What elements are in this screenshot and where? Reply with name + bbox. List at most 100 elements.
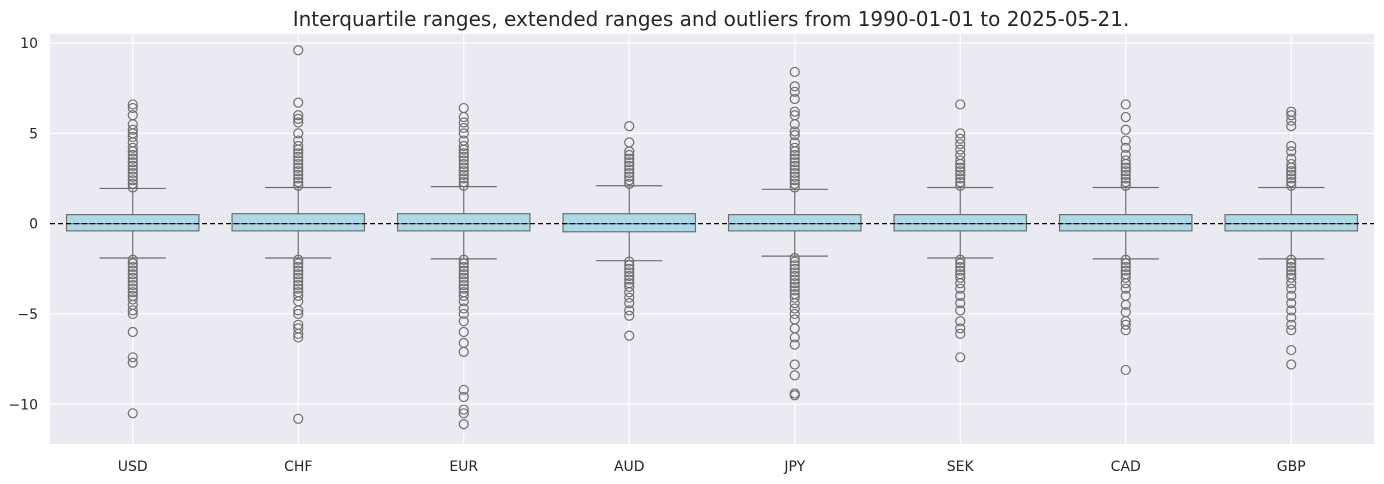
outlier-point — [458, 166, 469, 177]
outlier-point — [458, 391, 469, 403]
outlier-point — [789, 153, 800, 164]
box-group-jpy — [727, 66, 862, 401]
outlier-point — [789, 260, 800, 271]
outlier-point — [127, 352, 138, 363]
outlier-point — [789, 298, 800, 309]
outlier-point — [1286, 106, 1297, 117]
iqr-box — [727, 214, 862, 232]
outlier-point — [458, 308, 469, 320]
outlier-point — [624, 137, 635, 148]
outlier-point — [1286, 278, 1297, 289]
outlier-point — [1120, 265, 1131, 276]
outlier-point — [789, 182, 800, 193]
box-group-cad — [1058, 99, 1193, 376]
outlier-point — [1120, 142, 1131, 153]
outlier-point — [955, 149, 966, 161]
outlier-point — [1120, 111, 1131, 123]
outlier-point — [458, 158, 469, 170]
x-tick-label: EUR — [449, 459, 478, 475]
outlier-point — [127, 171, 138, 182]
outlier-point — [624, 305, 635, 316]
outlier-point — [458, 404, 469, 415]
outlier-point — [127, 175, 138, 186]
outlier-point — [1120, 149, 1131, 161]
outlier-point — [458, 279, 469, 291]
outlier-point — [293, 254, 304, 265]
outlier-point — [458, 135, 469, 146]
iqr-box — [231, 213, 366, 232]
outlier-point — [127, 178, 138, 190]
outlier-point — [789, 267, 800, 278]
outlier-point — [293, 45, 304, 56]
x-tick-label: JPY — [783, 459, 805, 475]
outlier-point — [127, 110, 138, 121]
outlier-point — [624, 171, 635, 182]
outlier-point — [127, 167, 138, 179]
outlier-point — [955, 169, 966, 180]
outlier-point — [1286, 153, 1297, 164]
outlier-point — [789, 270, 800, 282]
outlier-point — [789, 308, 800, 320]
outlier-point — [127, 254, 138, 265]
outlier-point — [127, 142, 138, 153]
outlier-point — [458, 272, 469, 283]
iqr-box — [1058, 214, 1193, 232]
outlier-point — [789, 339, 800, 350]
outlier-point — [789, 167, 800, 179]
outlier-point — [458, 151, 469, 162]
y-tick-label: −10 — [8, 397, 38, 413]
iqr-box — [893, 214, 1028, 232]
outlier-point — [293, 148, 304, 159]
outlier-point — [955, 258, 966, 269]
outlier-point — [1286, 146, 1297, 157]
outlier-point — [789, 256, 800, 267]
outlier-point — [293, 166, 304, 177]
outlier-point — [458, 384, 469, 395]
outlier-point — [955, 278, 966, 289]
y-tick-label: −5 — [17, 307, 38, 323]
outlier-point — [789, 390, 800, 401]
outlier-point — [458, 261, 469, 273]
outlier-point — [458, 254, 469, 265]
outlier-point — [955, 352, 966, 363]
outlier-point — [1120, 272, 1131, 283]
outlier-point — [127, 160, 138, 171]
outlier-point — [458, 173, 469, 184]
outlier-point — [1286, 258, 1297, 269]
outlier-point — [1120, 325, 1131, 336]
outlier-point — [293, 413, 304, 424]
outlier-point — [127, 261, 138, 273]
outlier-point — [955, 128, 966, 139]
outlier-point — [127, 124, 138, 135]
outlier-point — [1286, 359, 1297, 370]
outlier-point — [127, 99, 138, 110]
outlier-point — [293, 128, 304, 139]
outlier-point — [293, 169, 304, 180]
outlier-point — [624, 178, 635, 190]
outlier-point — [1286, 121, 1297, 132]
outlier-point — [1286, 344, 1297, 356]
box-group-aud — [562, 121, 697, 341]
outlier-point — [1120, 299, 1131, 311]
outlier-point — [955, 155, 966, 166]
outlier-point — [458, 316, 469, 327]
outlier-point — [127, 182, 138, 193]
outlier-point — [789, 164, 800, 175]
outlier-point — [458, 140, 469, 152]
outlier-point — [624, 310, 635, 321]
outlier-point — [955, 99, 966, 110]
outlier-point — [789, 142, 800, 153]
outlier-point — [127, 408, 138, 419]
outlier-point — [955, 261, 966, 273]
x-tick-label: GBP — [1277, 459, 1306, 475]
outlier-point — [1120, 364, 1131, 376]
outlier-point — [789, 332, 800, 343]
outlier-point — [458, 102, 469, 114]
outlier-point — [1120, 135, 1131, 146]
outlier-point — [1120, 124, 1131, 135]
outlier-point — [458, 177, 469, 188]
box-group-usd — [65, 99, 200, 419]
outlier-point — [458, 290, 469, 301]
x-axis-ticks: USD CHF EUR AUD JPY SEK CAD GBP — [118, 459, 1306, 475]
outlier-point — [458, 276, 469, 287]
